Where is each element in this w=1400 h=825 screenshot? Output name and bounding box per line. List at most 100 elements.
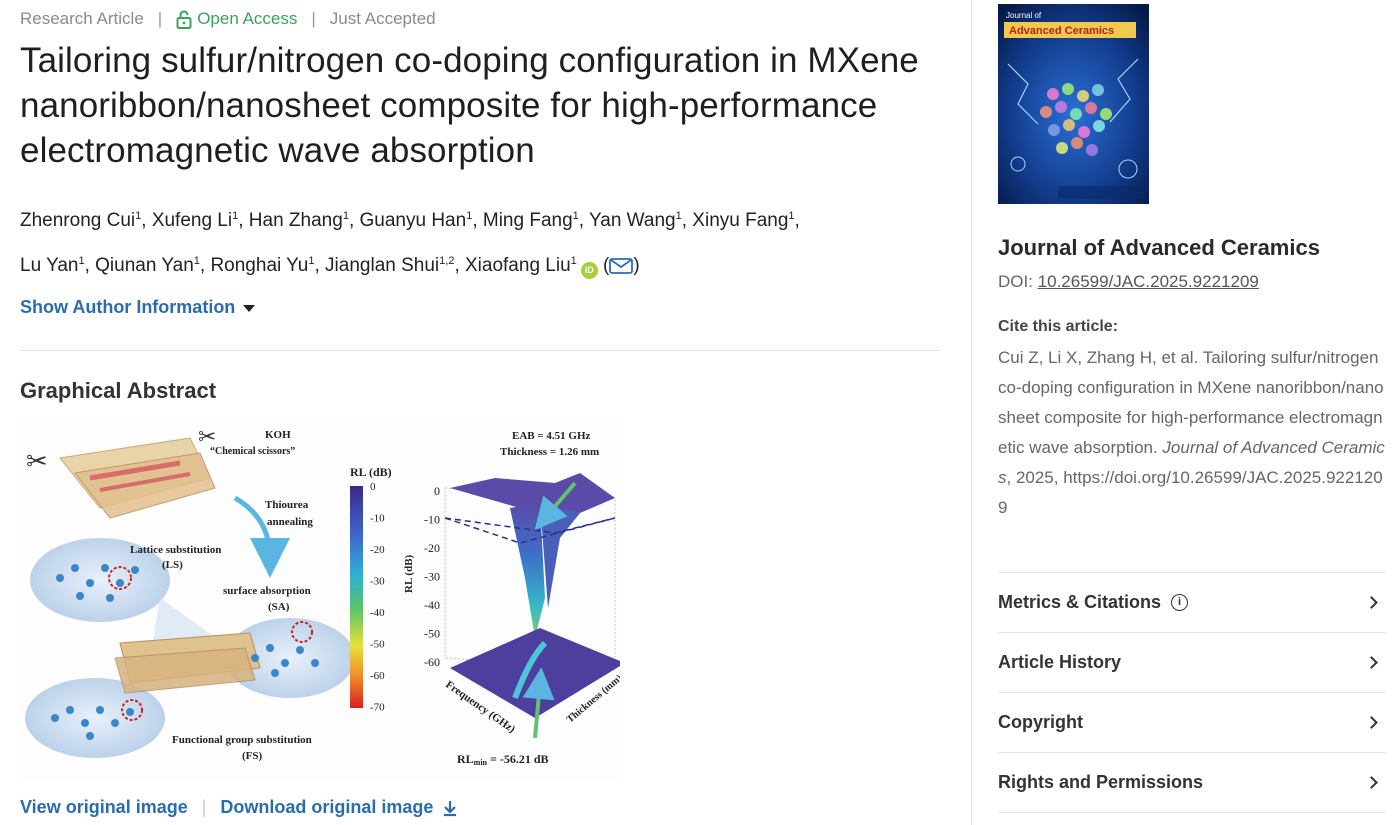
rl-axis-tick-label: -60	[424, 655, 440, 669]
citation-tail: , 2025, https://doi.org/10.26599/JAC.202…	[998, 468, 1383, 517]
svg-text:✂: ✂	[198, 424, 216, 449]
rl-colorbar: RL (dB) 0 -10 -20 -30 -40 -50 -60 -70	[350, 465, 392, 714]
info-icon[interactable]: i	[1171, 593, 1189, 611]
author-name[interactable]: Xiaofang Liu	[465, 255, 571, 276]
author-affiliation: 1	[78, 255, 85, 267]
rl-axis-tick-label: -20	[424, 541, 440, 555]
colorbar-tick-label: -10	[370, 513, 385, 525]
thiourea-label: Thiourea	[265, 499, 309, 511]
author-name[interactable]: Lu Yan	[20, 255, 79, 276]
accordion-metrics-citations[interactable]: Metrics & Citations i	[998, 572, 1386, 632]
accordion-label-text: Rights and Permissions	[998, 771, 1204, 792]
meta-separator: |	[157, 9, 163, 28]
author-name[interactable]: Zhenrong Cui	[20, 210, 136, 231]
open-lock-icon	[176, 10, 192, 29]
author-affiliation: 1	[572, 210, 579, 222]
graphical-abstract-image[interactable]: ✂ ✂ KOH “Chemical scissors” Thiourea ann…	[20, 418, 625, 780]
sa-abbr: (SA)	[268, 601, 290, 613]
scissors-label: “Chemical scissors”	[210, 446, 295, 457]
author-name[interactable]: Han Zhang	[248, 210, 343, 231]
view-original-image-link[interactable]: View original image	[20, 797, 188, 817]
image-links: View original image | Download original …	[20, 797, 459, 818]
article-meta-line: Research Article | Open Access | Just Ac…	[20, 9, 436, 29]
author-name[interactable]: Qiunan Yan	[95, 255, 194, 276]
eab-label: EAB = 4.51 GHz	[512, 430, 590, 442]
article-status: Just Accepted	[329, 9, 436, 28]
author-name[interactable]: Yan Wang	[589, 210, 676, 231]
author-name[interactable]: Ronghai Yu	[210, 255, 309, 276]
rl-3d-plot: EAB = 4.51 GHz Thickness = 1.26 mm 0 -10 -…	[403, 430, 625, 767]
download-icon	[444, 800, 457, 816]
colorbar-tick-label: -70	[370, 702, 385, 714]
meta-separator: |	[311, 9, 316, 28]
accordion-label-text: Copyright	[998, 711, 1083, 732]
annealing-label: annealing	[267, 516, 313, 528]
chevron-right-icon	[1365, 775, 1378, 789]
ls-label: Lattice substitution	[130, 544, 221, 556]
rl-axis-tick-label: 0	[434, 484, 440, 498]
fs-abbr: (FS)	[242, 750, 263, 762]
sa-label: surface absorption	[223, 585, 311, 597]
author-affiliation: 1	[675, 210, 682, 222]
koh-label: KOH	[265, 429, 291, 441]
accordion-rights-and-permissions[interactable]: Rights and Permissions	[998, 752, 1386, 812]
cite-heading: Cite this article:	[998, 318, 1119, 335]
accordion-label: Article History	[998, 652, 1121, 673]
colorbar-tick-label: -20	[370, 544, 385, 556]
author-affiliation: 1	[135, 210, 142, 222]
accordion-label-text: Metrics & Citations	[998, 591, 1162, 612]
show-author-info-toggle[interactable]: Show Author Information	[20, 297, 256, 318]
author-affiliation: 1	[788, 210, 795, 222]
accordion-divider	[998, 752, 1386, 753]
author-affiliation: 1	[570, 255, 577, 267]
colorbar-tick-label: -60	[370, 670, 385, 682]
section-divider	[20, 350, 940, 351]
open-access-label: Open Access	[197, 9, 298, 28]
author-list: Zhenrong Cui1, Xufeng Li1, Han Zhang1, G…	[20, 196, 930, 286]
orcid-icon[interactable]: iD	[580, 262, 598, 279]
author-affiliation: 1	[342, 210, 349, 222]
accordion-label: Metrics & Citations i	[998, 591, 1189, 613]
author-affiliation: 1	[193, 255, 200, 267]
citation-journal: Journal of Advanced Ceramics	[998, 438, 1385, 487]
author-name[interactable]: Ming Fang	[482, 210, 573, 231]
doi-link[interactable]: 10.26599/JAC.2025.9221209	[1037, 272, 1259, 291]
author-name[interactable]: Guanyu Han	[359, 210, 467, 231]
thickness-label: Thickness = 1.26 mm	[500, 446, 599, 458]
author-name[interactable]: Xufeng Li	[151, 210, 233, 231]
author-affiliation: 1,2	[439, 255, 455, 267]
rl-axis-tick-label: -40	[424, 598, 440, 612]
chevron-right-icon	[1365, 655, 1378, 669]
svg-text:✂: ✂	[26, 447, 48, 476]
author-name[interactable]: Jianglan Shui	[325, 255, 440, 276]
sidebar-divider	[971, 0, 972, 825]
article-type: Research Article	[20, 9, 144, 28]
accordion-article-history[interactable]: Article History	[998, 632, 1386, 692]
author-affiliation: 1	[466, 210, 473, 222]
author-affiliation: 1	[232, 210, 239, 222]
author-name[interactable]: Xinyu Fang	[692, 210, 789, 231]
colorbar-tick-label: -30	[370, 576, 385, 588]
chevron-right-icon	[1365, 595, 1378, 609]
author-affiliation: 1	[308, 255, 315, 267]
cover-journal-big: Advanced Ceramics	[1009, 25, 1114, 37]
download-original-image-link[interactable]: Download original image	[220, 797, 459, 818]
rl-axis-tick-label: -10	[424, 513, 440, 527]
accordion-divider	[998, 692, 1386, 693]
accordion-divider	[998, 812, 1386, 813]
rl-axis-tick-label: -50	[424, 627, 440, 641]
colorbar-tick-label: -50	[370, 639, 385, 651]
link-separator: |	[201, 797, 207, 817]
colorbar-tick-label: 0	[370, 481, 376, 493]
doi-line: DOI: 10.26599/JAC.2025.9221209	[998, 272, 1259, 292]
doi-label: DOI:	[998, 272, 1038, 291]
email-icon[interactable]	[609, 258, 634, 274]
citation-text: Cui Z, Li X, Zhang H, et al. Tailoring s…	[998, 343, 1388, 523]
colorbar-tick-label: -40	[370, 607, 385, 619]
accordion-label: Copyright	[998, 712, 1083, 733]
accordion-divider	[998, 632, 1386, 633]
open-access-badge: Open Access	[176, 9, 297, 29]
fs-label: Functional group substitution	[172, 734, 312, 746]
journal-cover-image[interactable]: Journal of Advanced Ceramics	[998, 4, 1149, 204]
accordion-copyright[interactable]: Copyright	[998, 692, 1386, 752]
